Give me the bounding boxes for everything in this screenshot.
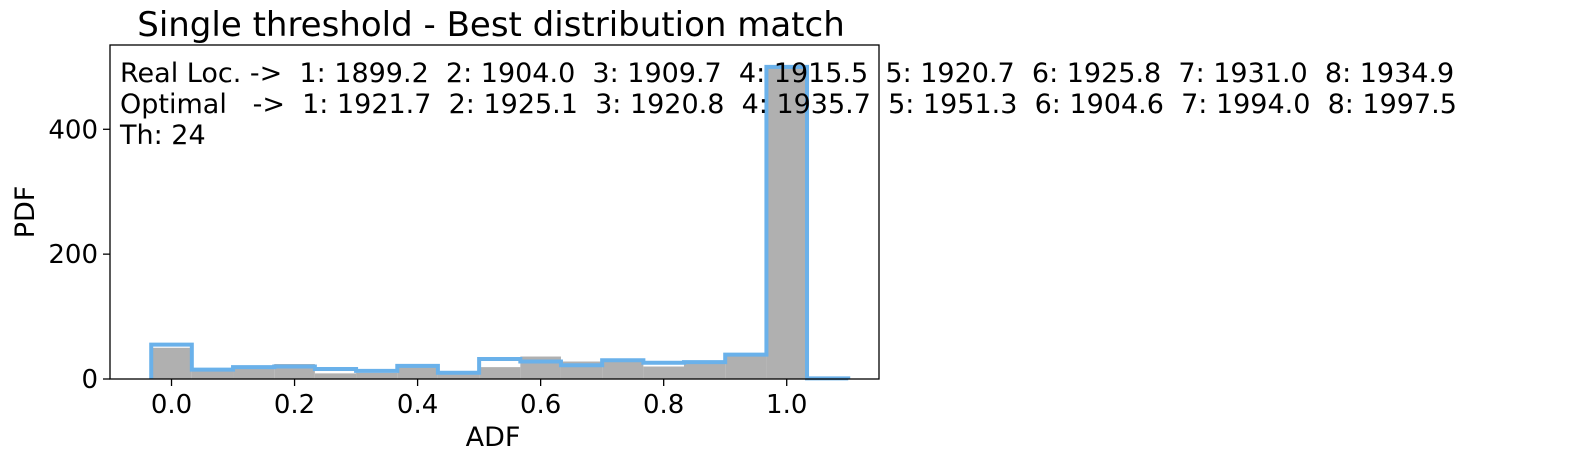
histogram-bar (643, 366, 684, 379)
histogram-bar (233, 366, 275, 379)
histogram-bar (314, 373, 357, 379)
histogram-bar (437, 372, 480, 379)
annotation-threshold: Th: 24 (119, 120, 206, 151)
step-histogram-line (149, 64, 851, 381)
y-tick-label: 0 (81, 365, 98, 395)
histogram-bar (191, 370, 234, 379)
annotation-real-locations: Real Loc. -> 1: 1899.2 2: 1904.0 3: 1909… (120, 58, 1454, 89)
histogram-bar (602, 360, 644, 379)
histogram-bar (766, 66, 808, 379)
y-tick-label: 200 (48, 240, 98, 270)
x-tick-label: 1.0 (766, 390, 807, 420)
x-tick-label: 0.2 (274, 390, 315, 420)
step-histogram (149, 64, 851, 381)
y-axis-ticks: 0 200 400 (48, 115, 110, 395)
histogram-bar (683, 363, 726, 379)
x-tick-label: 0.8 (643, 390, 684, 420)
plot-frame (109, 44, 880, 380)
y-tick-label: 400 (48, 115, 98, 145)
x-axis-label: ADF (466, 422, 521, 453)
chart-title: Single threshold - Best distribution mat… (137, 5, 845, 45)
histogram-bar (151, 347, 192, 379)
x-tick-label: 0.4 (397, 390, 438, 420)
x-axis-ticks: 0.0 0.2 0.4 0.6 0.8 1.0 (151, 379, 807, 420)
x-tick-label: 0.6 (520, 390, 561, 420)
histogram-bar (356, 372, 398, 379)
annotation-optimal-locations: Optimal -> 1: 1921.7 2: 1925.1 3: 1920.8… (120, 89, 1457, 120)
filled-histogram-bars (151, 66, 808, 379)
histogram-bar (725, 355, 767, 379)
y-axis-label: PDF (10, 186, 41, 239)
x-tick-label: 0.0 (151, 390, 192, 420)
histogram-bar (397, 366, 438, 379)
histogram-bar (479, 367, 521, 379)
